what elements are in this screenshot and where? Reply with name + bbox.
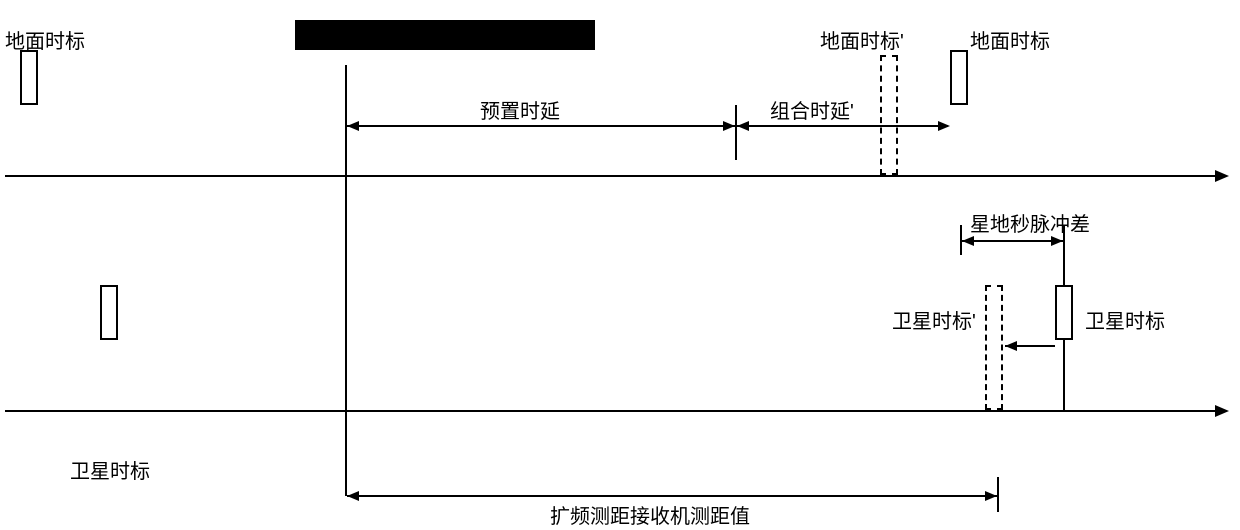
label-combined-delay-prime: 组合时延': [770, 95, 854, 124]
axis-bottom: [5, 410, 1215, 412]
label-sat-mark-left: 卫星时标: [70, 455, 150, 484]
label-spread-spectrum: 扩频测距接收机测距值: [550, 500, 750, 529]
combined-delay-arrow-right: [938, 121, 950, 131]
sat-ground-diff-arrow-right: [1051, 236, 1063, 246]
spread-spectrum-line: [347, 495, 997, 497]
label-ground-mark-right: 地面时标: [970, 25, 1050, 54]
label-sat-ground-pulse-diff: 星地秒脉冲差: [970, 208, 1090, 237]
sat-pulse-left: [100, 285, 118, 340]
axis-top: [5, 175, 1215, 177]
label-sat-mark-prime: 卫星时标': [892, 305, 976, 334]
label-ground-mark-left: 地面时标: [5, 25, 85, 54]
preset-delay-line: [347, 125, 735, 127]
preset-delay-arrow-right: [723, 121, 735, 131]
ground-pulse-prime: [880, 55, 898, 175]
sat-pulse-right: [1055, 285, 1073, 340]
sat-pulse-prime: [985, 285, 1003, 410]
preset-delay-end-tick: [735, 105, 737, 160]
label-preset-delay: 预置时延: [480, 95, 560, 124]
spread-spectrum-right-tick: [997, 477, 999, 512]
axis-bottom-arrow: [1215, 405, 1229, 417]
spread-spectrum-arrow-right: [985, 491, 997, 501]
axis-top-arrow: [1215, 170, 1229, 182]
combined-delay-line: [737, 125, 948, 127]
sat-ground-diff-line: [962, 240, 1063, 242]
label-ground-mark-prime: 地面时标': [820, 25, 904, 54]
label-sat-mark-right: 卫星时标: [1085, 305, 1165, 334]
ground-pulse-left: [20, 50, 38, 105]
ground-pulse-right: [950, 50, 968, 105]
redacted-box: [295, 20, 595, 50]
sat-prime-arrow-line: [1005, 345, 1055, 347]
